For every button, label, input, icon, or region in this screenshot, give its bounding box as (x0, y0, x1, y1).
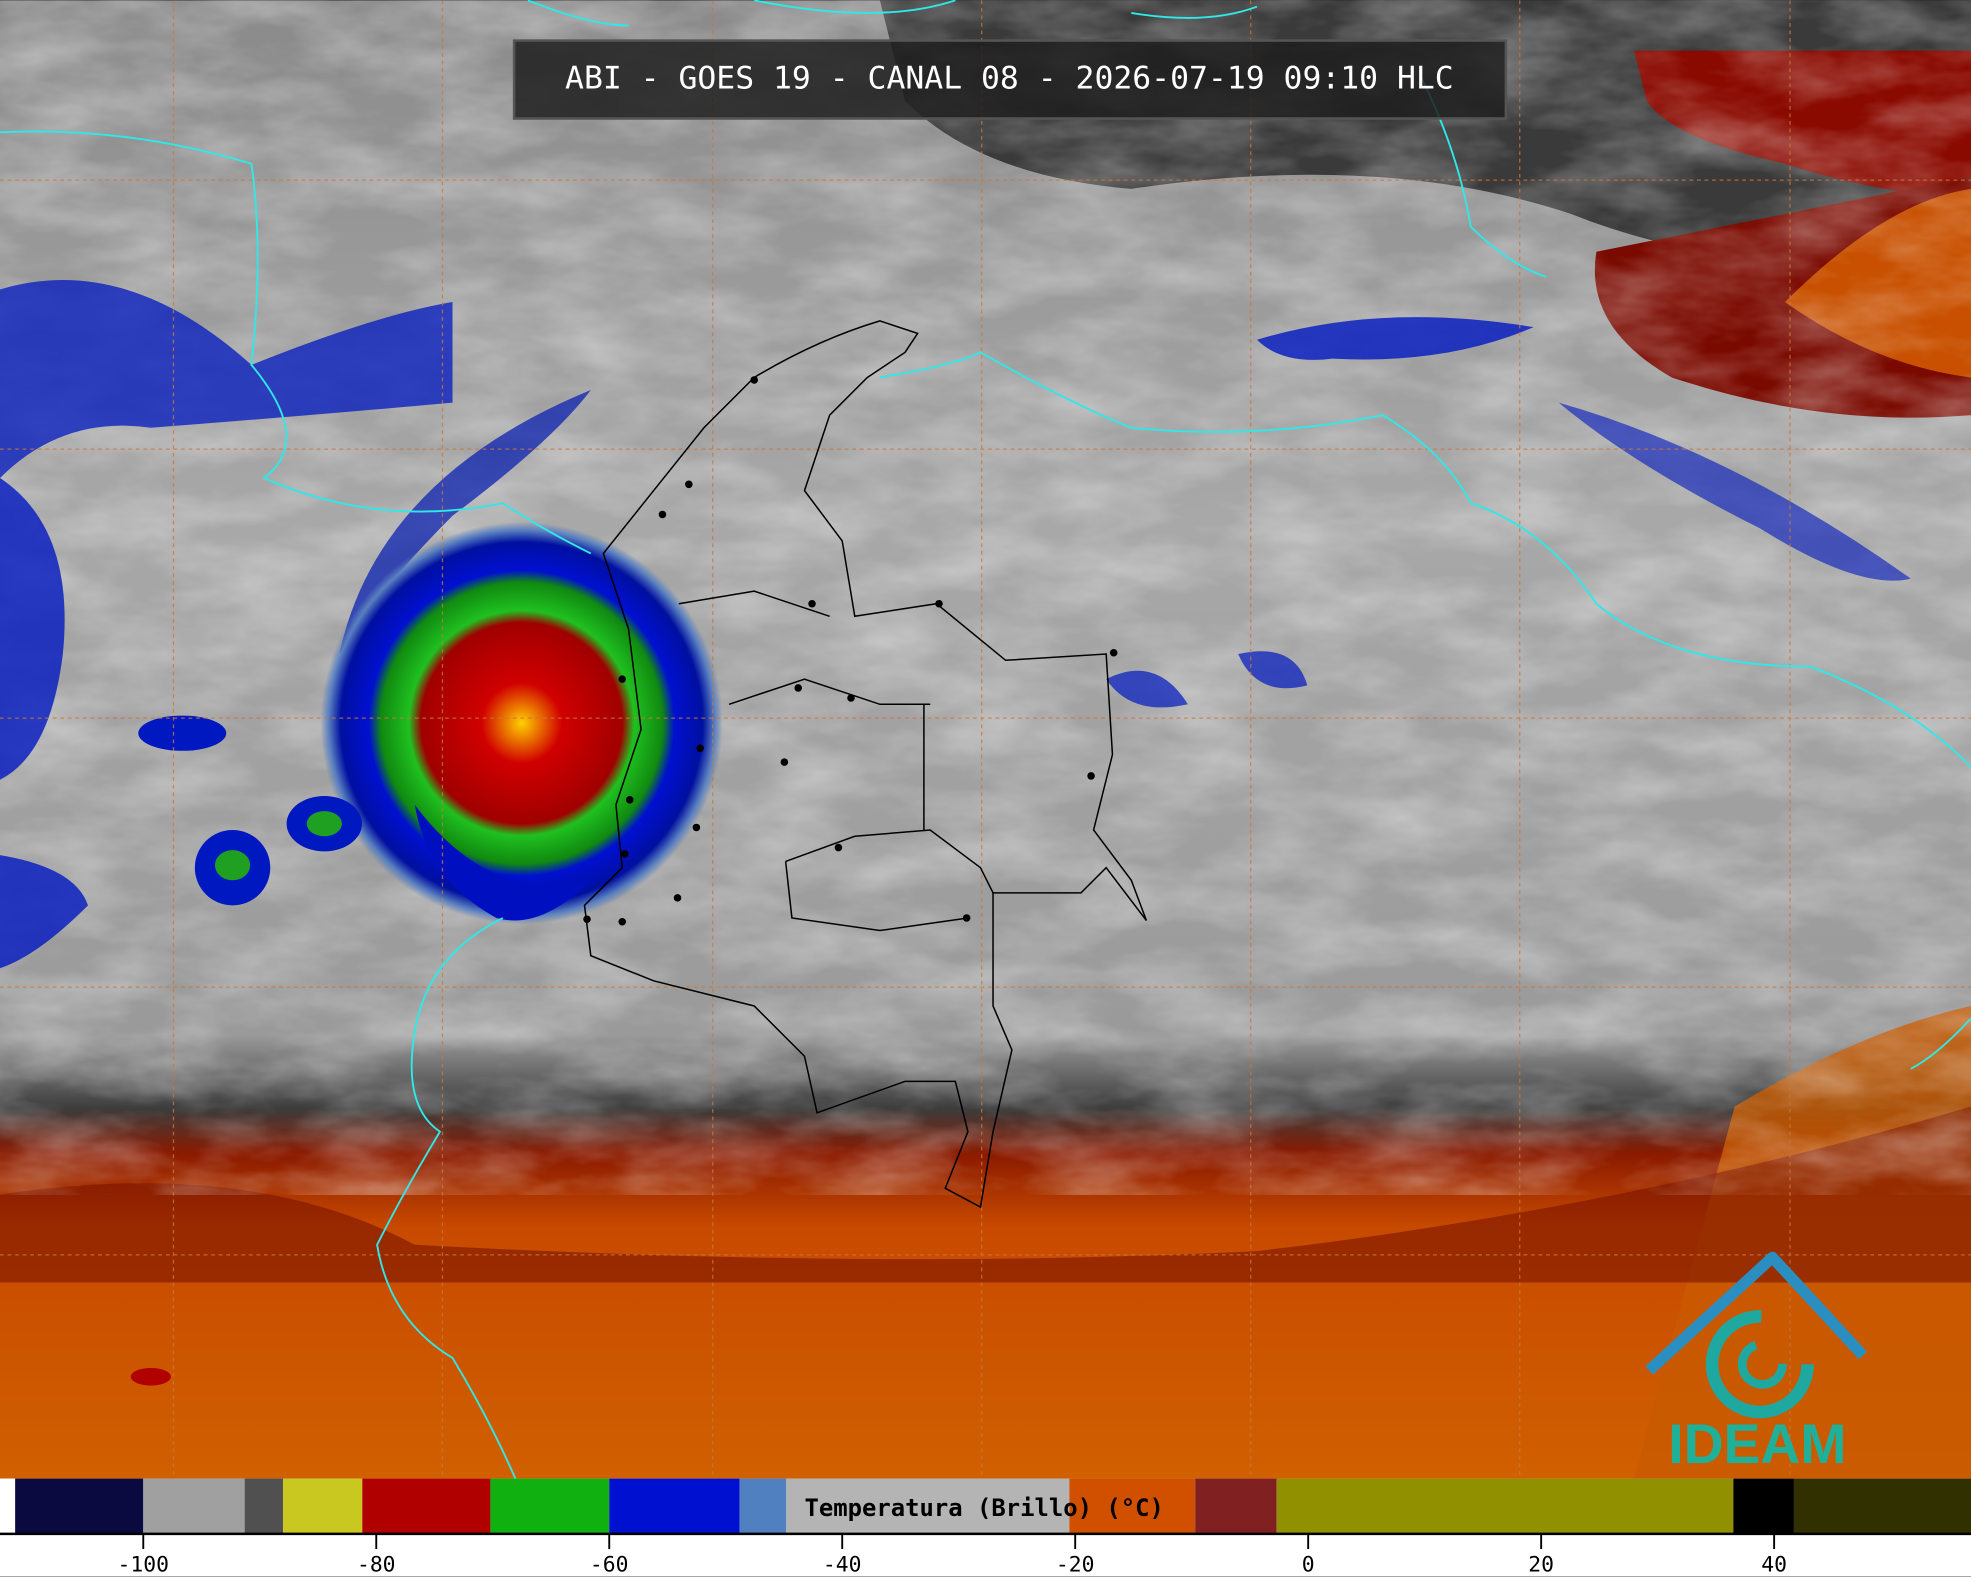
title: ABI - GOES 19 - CANAL 08 - 2026-07-19 09… (565, 61, 1454, 97)
city-markers (583, 376, 1118, 926)
color-band (362, 1478, 491, 1534)
coastlines (0, 0, 1971, 1479)
color-band (490, 1478, 610, 1534)
x-tick-label: -80 (357, 1552, 396, 1577)
title-box: ABI - GOES 19 - CANAL 08 - 2026-07-19 09… (512, 39, 1508, 120)
graticule (0, 0, 1971, 1479)
country-borders (583, 320, 1148, 1209)
colorbar: Temperatura (Brillo) (°C) -100 -80 -60 -40 -2… (0, 1478, 1971, 1577)
color-band (1733, 1478, 1794, 1534)
color-band (1069, 1478, 1196, 1534)
color-band (15, 1478, 144, 1534)
x-tick-label: 40 (1761, 1552, 1787, 1577)
imagery (0, 0, 1971, 1479)
color-band (143, 1478, 245, 1534)
color-band (1195, 1478, 1277, 1534)
logo: IDEAM (1645, 1251, 1868, 1475)
logo-text: IDEAM (1668, 1413, 1846, 1475)
color-band (0, 1478, 16, 1534)
color-band (786, 1478, 1070, 1534)
x-tick-label: -20 (1056, 1552, 1095, 1577)
color-band (244, 1478, 284, 1534)
color-band (609, 1478, 740, 1534)
color-band (1793, 1478, 1971, 1534)
color-band (739, 1478, 787, 1534)
x-tick-label: -100 (118, 1552, 169, 1577)
x-tick-label: -60 (590, 1552, 629, 1577)
x-tick-label: -40 (823, 1552, 862, 1577)
color-band (283, 1478, 363, 1534)
x-tick-label: 0 (1302, 1552, 1315, 1577)
colorbar-label: Temperatura (Brillo) (°C) (805, 1494, 1164, 1522)
color-band (1276, 1478, 1734, 1534)
x-tick-label: 20 (1528, 1552, 1554, 1577)
